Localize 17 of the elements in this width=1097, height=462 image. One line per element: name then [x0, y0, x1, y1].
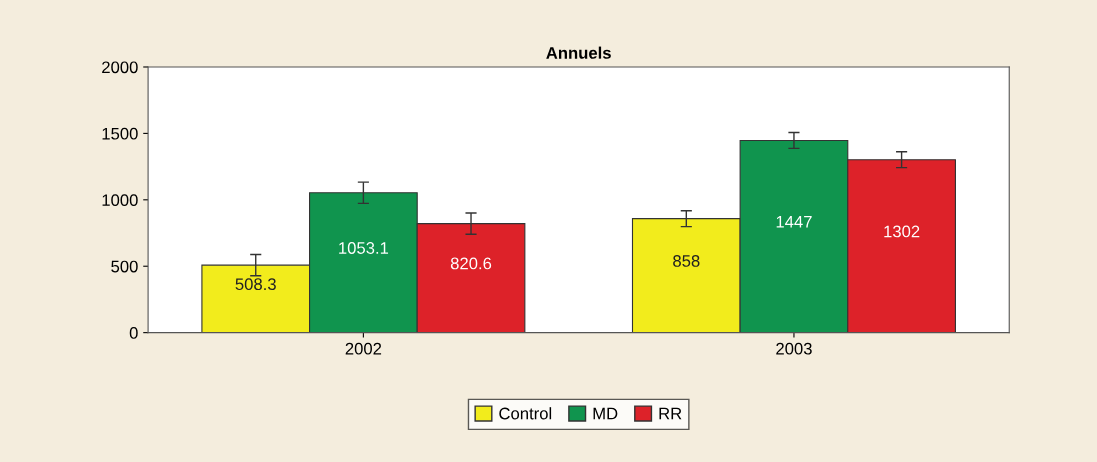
legend-label: Control — [499, 407, 552, 420]
legend-label: RR — [659, 407, 682, 420]
x-tick-label: 2002 — [345, 342, 382, 355]
y-tick-label: 2000 — [102, 61, 138, 74]
chart-title: Annuels — [546, 46, 611, 59]
legend-label: MD — [593, 407, 618, 420]
data-label: 1302 — [884, 225, 920, 238]
data-label: 820.6 — [450, 257, 492, 270]
data-label: 858 — [673, 255, 700, 267]
y-tick-label: 500 — [111, 260, 138, 273]
y-tick-label: 1500 — [102, 127, 138, 140]
y-tick-label: 1000 — [102, 194, 138, 207]
data-label: 1447 — [776, 216, 812, 228]
data-label: 1053.1 — [339, 242, 389, 254]
x-tick-label: 2003 — [776, 342, 812, 355]
y-tick-label: 0 — [129, 327, 138, 339]
data-label: 508.3 — [235, 278, 276, 291]
